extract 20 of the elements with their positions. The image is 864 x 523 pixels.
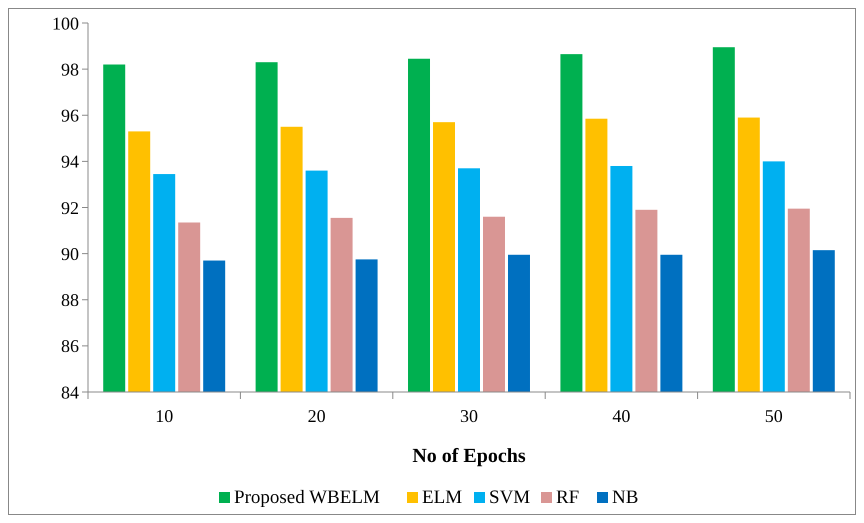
x-tick-label: 40 [612, 406, 630, 426]
legend-label: SVM [489, 487, 530, 508]
y-tick-label: 84 [61, 382, 79, 402]
y-tick-label: 100 [52, 13, 79, 34]
legend-label: RF [556, 487, 580, 508]
x-tick-label: 10 [155, 406, 174, 426]
y-tick-label: 86 [61, 336, 79, 356]
y-tick-label: 96 [61, 106, 79, 126]
x-tick-label: 20 [308, 406, 326, 426]
legend-label: ELM [422, 487, 462, 508]
y-tick-label: 98 [61, 59, 79, 80]
legend-label: Proposed WBELM [234, 487, 380, 508]
legend-label: NB [612, 487, 638, 508]
y-tick-label: 90 [61, 244, 79, 264]
y-tick-label: 88 [61, 290, 79, 310]
y-tick-label: 94 [61, 152, 79, 172]
x-axis-title: No of Epochs [412, 445, 526, 467]
x-tick-label: 50 [764, 406, 783, 426]
x-tick-label: 30 [460, 406, 478, 426]
y-tick-label: 92 [61, 198, 79, 218]
